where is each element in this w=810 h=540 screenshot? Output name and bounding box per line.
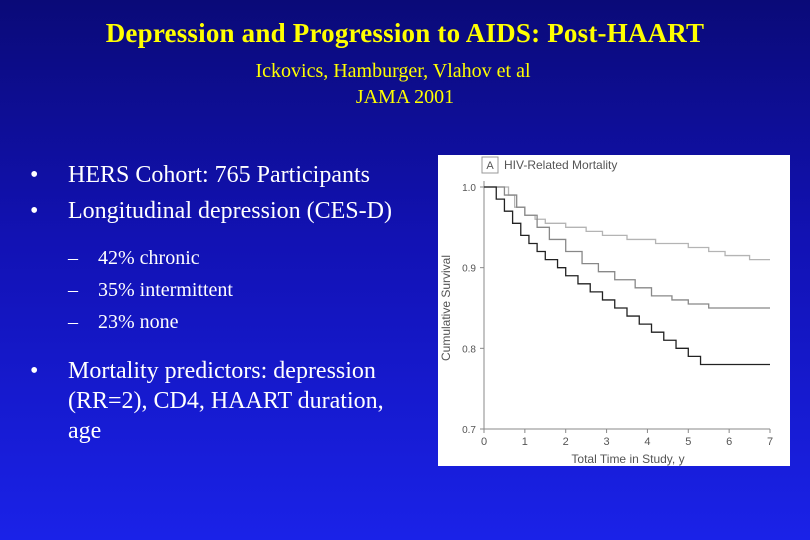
panel-label-box [481, 156, 499, 174]
slide-subtitle-journal: JAMA 2001 [355, 86, 455, 108]
bullet-marker: • [30, 358, 39, 384]
sub-bullet-marker: – [68, 311, 78, 333]
bullet-marker: • [30, 162, 39, 188]
x-axis-label: Total Time in Study, y [571, 452, 684, 466]
bullet-item: • HERS Cohort: 765 Participants [30, 160, 410, 190]
sub-bullet-marker: – [68, 279, 78, 301]
panel-label: A [486, 160, 494, 172]
bullet-item: • Longitudinal depression (CES-D) – 42% … [30, 196, 410, 338]
sub-bullet-text: 35% intermittent [98, 279, 233, 301]
x-tick-label: 2 [563, 436, 569, 448]
x-tick-label: 5 [685, 436, 691, 448]
x-tick-label: 6 [726, 436, 732, 448]
survival-chart: 0.7 0.8 0.9 1.0 0 1 2 3 4 5 6 7 A HIV-Related Mortali… [438, 155, 790, 466]
sub-bullet-item: – 23% none [68, 306, 410, 338]
sub-bullet-text: 42% chronic [98, 247, 200, 269]
bullet-text: HERS Cohort: 765 Participants [68, 162, 370, 188]
sub-bullet-item: – 35% intermittent [68, 274, 410, 306]
sub-bullet-item: – 42% chronic [68, 242, 410, 274]
x-tick-label: 7 [767, 436, 773, 448]
survival-series-1 [484, 186, 770, 261]
slide-subtitle-authors: Ickovics, Hamburger, Vlahov et al [255, 60, 531, 82]
y-tick-label: 1.0 [462, 183, 476, 194]
survival-series-2 [484, 186, 770, 309]
x-tick-label: 1 [522, 436, 528, 448]
y-axis-label: Cumulative Survival [439, 255, 453, 361]
x-tick-label: 0 [481, 436, 487, 448]
sub-bullet-marker: – [68, 247, 78, 269]
survival-chart-svg: 0.7 0.8 0.9 1.0 0 1 2 3 4 5 6 7 A HIV-Related Mortali… [439, 156, 773, 466]
bullet-marker: • [30, 198, 39, 224]
survival-series-3 [484, 186, 770, 366]
bullet-list: • HERS Cohort: 765 Participants • Longit… [30, 160, 410, 452]
chart-title: HIV-Related Mortality [504, 158, 617, 172]
x-tick-label: 3 [604, 436, 610, 448]
y-tick-label: 0.7 [462, 425, 476, 436]
bullet-text: Mortality predictors: depression (RR=2),… [68, 358, 384, 444]
slide-title: Depression and Progression to AIDS: Post… [105, 18, 705, 48]
sub-bullet-text: 23% none [98, 311, 179, 333]
y-tick-label: 0.9 [462, 264, 476, 275]
x-tick-label: 4 [644, 436, 650, 448]
y-tick-label: 0.8 [462, 344, 476, 355]
bullet-text: Longitudinal depression (CES-D) [68, 198, 392, 224]
sub-bullet-list: – 42% chronic – 35% intermittent – 23% n… [68, 242, 410, 338]
bullet-item: • Mortality predictors: depression (RR=2… [30, 356, 410, 446]
